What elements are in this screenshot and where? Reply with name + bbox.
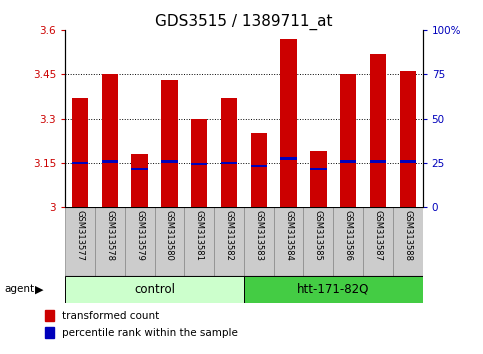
Bar [399, 160, 416, 162]
Text: ▶: ▶ [35, 284, 43, 295]
Text: transformed count: transformed count [62, 311, 159, 321]
Bar [102, 160, 118, 162]
Bar [251, 165, 267, 167]
Bar [393, 207, 423, 276]
Text: GSM313582: GSM313582 [225, 210, 233, 261]
Bar [214, 207, 244, 276]
Bar [370, 54, 386, 207]
Text: GSM313579: GSM313579 [135, 210, 144, 261]
Bar [161, 160, 178, 162]
Bar [340, 160, 356, 162]
Bar [310, 167, 327, 170]
Bar [65, 276, 244, 303]
Text: GSM313577: GSM313577 [76, 210, 85, 261]
Bar [281, 157, 297, 160]
Bar [363, 207, 393, 276]
Bar [72, 162, 88, 164]
Bar [221, 98, 237, 207]
Bar [155, 207, 185, 276]
Text: GSM313584: GSM313584 [284, 210, 293, 261]
Bar [131, 154, 148, 207]
Text: GSM313588: GSM313588 [403, 210, 412, 261]
Bar [274, 207, 303, 276]
Bar [102, 74, 118, 207]
Bar [191, 119, 207, 207]
Bar [244, 276, 423, 303]
Bar [45, 310, 55, 321]
Bar [251, 133, 267, 207]
Text: GSM313580: GSM313580 [165, 210, 174, 261]
Bar [340, 74, 356, 207]
Text: GSM313578: GSM313578 [105, 210, 114, 261]
Text: htt-171-82Q: htt-171-82Q [297, 283, 369, 296]
Bar [244, 207, 274, 276]
Bar [303, 207, 333, 276]
Bar [161, 80, 178, 207]
Text: percentile rank within the sample: percentile rank within the sample [62, 328, 238, 338]
Bar [221, 162, 237, 164]
Bar [131, 167, 148, 170]
Text: GSM313581: GSM313581 [195, 210, 204, 261]
Bar [95, 207, 125, 276]
Bar [72, 98, 88, 207]
Text: GSM313583: GSM313583 [255, 210, 263, 261]
Bar [399, 72, 416, 207]
Bar [45, 327, 55, 338]
Bar [125, 207, 155, 276]
Bar [281, 39, 297, 207]
Text: control: control [134, 283, 175, 296]
Bar [185, 207, 214, 276]
Bar [191, 163, 207, 166]
Text: GSM313587: GSM313587 [373, 210, 383, 261]
Text: GSM313586: GSM313586 [344, 210, 353, 261]
Bar [310, 151, 327, 207]
Text: GSM313585: GSM313585 [314, 210, 323, 261]
Bar [65, 207, 95, 276]
Bar [333, 207, 363, 276]
Title: GDS3515 / 1389711_at: GDS3515 / 1389711_at [155, 14, 333, 30]
Bar [370, 160, 386, 162]
Text: agent: agent [5, 284, 35, 295]
